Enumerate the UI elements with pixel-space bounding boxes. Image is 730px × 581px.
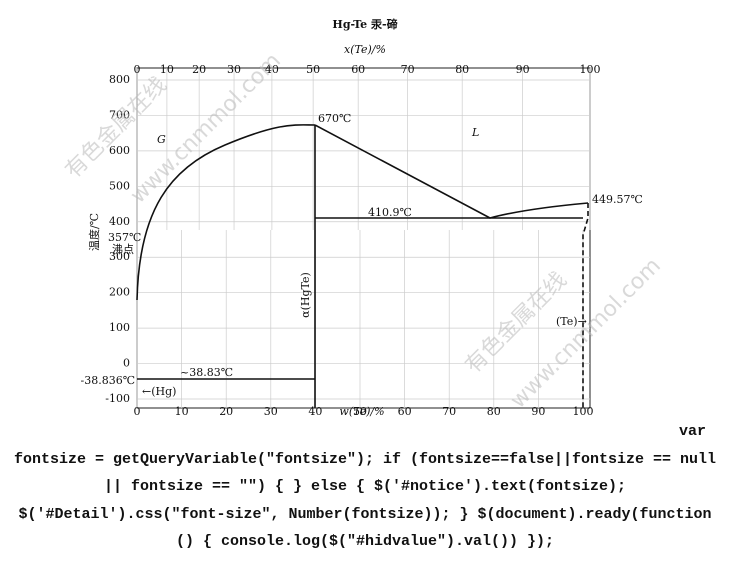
y-tick-label: 200	[109, 286, 130, 299]
x-tick-label: 80	[487, 405, 501, 418]
y-tick-label: 100	[109, 321, 130, 334]
y-tick-label: 400	[109, 215, 130, 228]
top-tick-label: 40	[265, 63, 279, 76]
annotation: 357℃	[108, 231, 141, 244]
y-tick-label: 800	[109, 73, 130, 86]
left-axis-label: 温度/℃	[87, 213, 101, 251]
watermark: www.cnmmol.com	[506, 253, 666, 413]
code-text: var fontsize = getQueryVariable("fontsiz…	[13, 423, 717, 550]
annotation: -38.836℃	[80, 374, 135, 387]
annotation: L	[471, 126, 479, 139]
x-tick-label: 60	[398, 405, 412, 418]
x-tick-label: 50	[353, 405, 367, 418]
annotation: 沸点	[112, 243, 134, 256]
top-tick-label: 80	[455, 63, 469, 76]
top-axis-label: x(Te)/%	[344, 43, 386, 56]
y-tick-label: 600	[109, 144, 130, 157]
annotation: ~38.83℃	[180, 366, 233, 379]
annotation: 670℃	[318, 112, 351, 125]
y-tick-label: 0	[123, 357, 130, 370]
annotation: 410.9℃	[368, 206, 412, 219]
x-tick-label: 40	[308, 405, 322, 418]
liquidus-right	[314, 124, 589, 219]
x-tick-label: 70	[442, 405, 456, 418]
top-tick-label: 30	[227, 63, 241, 76]
annotation: (Te)→	[556, 315, 587, 328]
te-solvus	[582, 203, 589, 408]
x-tick-label: 10	[175, 405, 189, 418]
phase-diagram: Hg-Te 汞-碲 x(Te)/% w(Te)/% 温度/℃ -10001002…	[61, 17, 666, 418]
top-tick-label: 90	[516, 63, 530, 76]
top-tick-label: 0	[134, 63, 141, 76]
y-tick-label: 500	[109, 179, 130, 192]
top-tick-label: 50	[306, 63, 320, 76]
x-tick-label: 90	[531, 405, 545, 418]
title: Hg-Te 汞-碲	[332, 17, 397, 31]
x-tick-label: 0	[134, 405, 141, 418]
top-tick-label: 10	[160, 63, 174, 76]
top-tick-label: 100	[580, 63, 601, 76]
top-tick-label: 70	[401, 63, 415, 76]
annotation: α(HgTe)	[299, 272, 312, 318]
liquidus-left	[136, 124, 316, 301]
x-tick-label: 100	[573, 405, 594, 418]
x-tick-label: 20	[219, 405, 233, 418]
annotation: 449.57℃	[592, 193, 643, 206]
y-tick-label: 700	[109, 108, 130, 121]
top-tick-label: 20	[192, 63, 206, 76]
x-tick-label: 30	[264, 405, 278, 418]
annotation: ←(Hg)	[142, 385, 176, 398]
top-tick-label: 60	[351, 63, 365, 76]
curves	[136, 124, 589, 408]
y-tick-label: -100	[105, 392, 130, 405]
annotation: G	[157, 133, 166, 146]
y-tick-label: 300	[109, 250, 130, 263]
